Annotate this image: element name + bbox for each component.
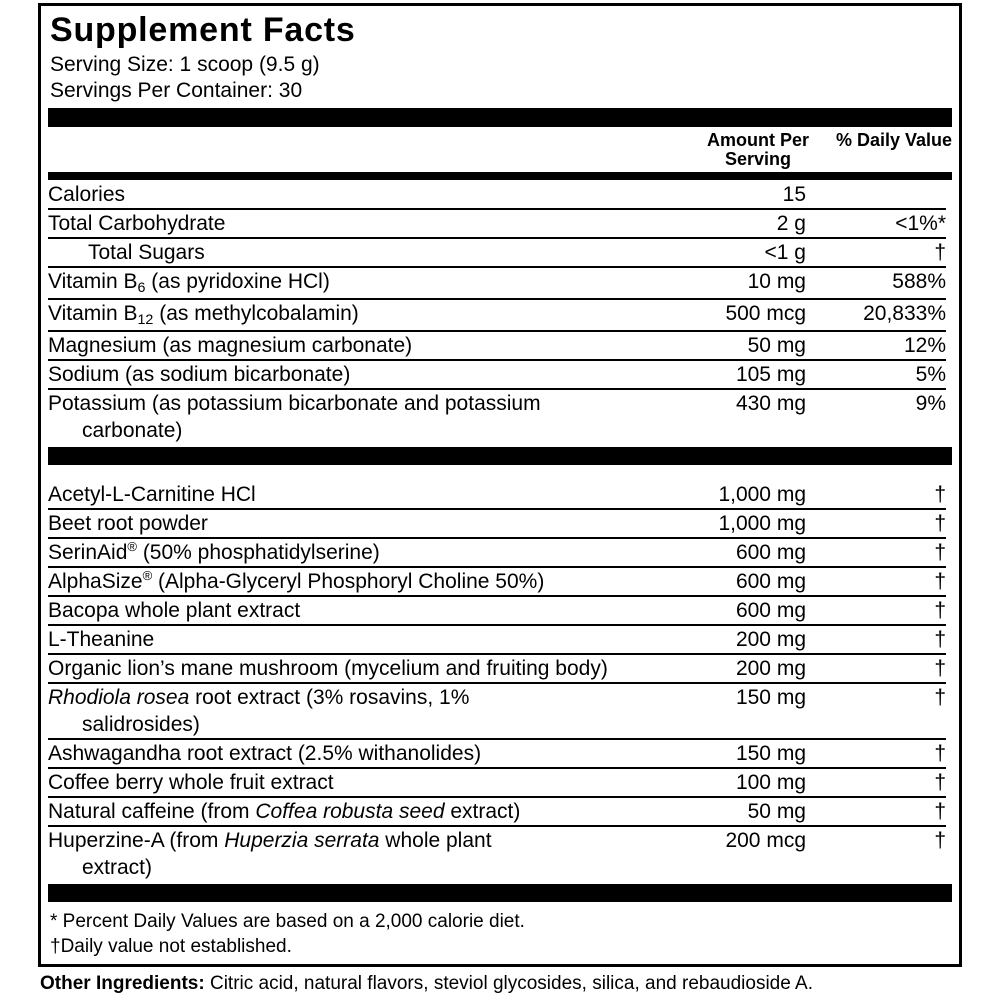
table-row: AlphaSize® (Alpha-Glyceryl Phosphoryl Ch… — [48, 568, 946, 597]
table-row: Vitamin B6 (as pyridoxine HCl) 10 mg 588% — [48, 268, 946, 300]
column-headers: Amount Per Serving % Daily Value — [48, 129, 952, 172]
other-ingredients-text: Citric acid, natural flavors, steviol gl… — [204, 973, 813, 994]
ingredient-name: L-Theanine — [48, 628, 155, 651]
footnote-daily-value: * Percent Daily Values are based on a 2,… — [50, 911, 525, 932]
ingredient-daily-value: † — [934, 599, 946, 622]
table-row: SerinAid® (50% phosphatidylserine) 600 mg… — [48, 539, 946, 568]
ingredient-daily-value: 12% — [903, 334, 946, 357]
ingredient-daily-value: † — [934, 541, 946, 564]
ingredient-amount: <1 g — [764, 241, 806, 264]
footnote-dagger: †Daily value not established. — [50, 936, 292, 957]
table-row: Calories 15 — [48, 181, 946, 210]
ingredient-amount: 1,000 mg — [718, 512, 806, 535]
ingredient-amount: 600 mg — [735, 541, 806, 564]
panel-title: Supplement Facts — [50, 11, 356, 49]
section-divider-bar-bottom — [48, 884, 952, 902]
ingredient-name: Potassium (as potassium bicarbonate and … — [48, 392, 541, 442]
ingredient-amount: 600 mg — [735, 570, 806, 593]
other-ingredients-label: Other Ingredients: — [40, 973, 205, 994]
ingredient-name: Magnesium (as magnesium carbonate) — [48, 334, 413, 357]
nutrients-table: Calories 15 Total Carbohydrate 2 g <1%* Total… — [48, 181, 946, 444]
ingredient-name: Ashwagandha root extract (2.5% withanoli… — [48, 742, 482, 765]
ingredient-name: Sodium (as sodium bicarbonate) — [48, 363, 351, 386]
ingredient-amount: 150 mg — [735, 686, 806, 709]
ingredient-amount: 50 mg — [747, 800, 806, 823]
ingredient-daily-value: † — [934, 628, 946, 651]
table-row: Potassium (as potassium bicarbonate and … — [48, 390, 946, 444]
ingredient-name: Bacopa whole plant extract — [48, 599, 301, 622]
header-divider-bar — [48, 172, 952, 180]
other-ingredients: Other Ingredients: Citric acid, natural … — [40, 972, 970, 996]
ingredient-amount: 430 mg — [735, 392, 806, 415]
ingredient-name: Huperzine-A (from Huperzia serrata whole… — [48, 829, 492, 879]
ingredient-amount: 50 mg — [747, 334, 806, 357]
ingredient-daily-value: † — [934, 771, 946, 794]
ingredient-name: AlphaSize® (Alpha-Glyceryl Phosphoryl Ch… — [48, 568, 545, 593]
daily-value-header: % Daily Value — [835, 130, 952, 150]
ingredient-amount: 600 mg — [735, 599, 806, 622]
ingredient-amount: 1,000 mg — [718, 483, 806, 506]
table-row: Magnesium (as magnesium carbonate) 50 mg 1… — [48, 332, 946, 361]
ingredient-name: Vitamin B12 (as methylcobalamin) — [48, 302, 359, 328]
supplement-facts-panel: Supplement Facts Serving Size: 1 scoop (… — [38, 3, 962, 967]
table-row: Natural caffeine (from Coffea robusta se… — [48, 798, 946, 827]
ingredient-name: Total Carbohydrate — [48, 212, 226, 235]
ingredient-daily-value: † — [934, 570, 946, 593]
table-row: Total Carbohydrate 2 g <1%* — [48, 210, 946, 239]
ingredient-daily-value: † — [934, 241, 946, 264]
serving-size: Serving Size: 1 scoop (9.5 g) — [50, 53, 320, 76]
ingredient-name: Natural caffeine (from Coffea robusta se… — [48, 800, 521, 823]
ingredient-amount: 500 mcg — [725, 302, 806, 325]
ingredient-name: Organic lion’s mane mushroom (mycelium a… — [48, 657, 608, 680]
ingredient-name: Acetyl-L-Carnitine HCl — [48, 483, 256, 506]
table-row: Organic lion’s mane mushroom (mycelium a… — [48, 655, 946, 684]
ingredient-daily-value: 588% — [892, 270, 946, 293]
ingredient-daily-value: 20,833% — [863, 302, 946, 325]
ingredient-daily-value: † — [934, 742, 946, 765]
ingredient-daily-value: † — [934, 686, 946, 709]
table-row: Sodium (as sodium bicarbonate) 105 mg 5% — [48, 361, 946, 390]
ingredient-daily-value: † — [934, 829, 946, 852]
table-row: Bacopa whole plant extract 600 mg † — [48, 597, 946, 626]
ingredient-name: Calories — [48, 183, 126, 206]
ingredient-amount: 200 mg — [735, 628, 806, 651]
ingredient-amount: 15 — [782, 183, 806, 206]
ingredient-amount: 105 mg — [735, 363, 806, 386]
table-row: Total Sugars <1 g † — [48, 239, 946, 268]
ingredient-amount: 200 mcg — [725, 829, 806, 852]
amount-per-serving-header: Amount Per Serving — [706, 130, 809, 169]
ingredient-amount: 100 mg — [735, 771, 806, 794]
ingredient-name: Total Sugars — [88, 241, 205, 264]
ingredient-amount: 10 mg — [747, 270, 806, 293]
table-row: Ashwagandha root extract (2.5% withanoli… — [48, 740, 946, 769]
section-divider-bar-top — [48, 108, 952, 127]
ingredient-name: Coffee berry whole fruit extract — [48, 771, 334, 794]
ingredient-name: SerinAid® (50% phosphatidylserine) — [48, 539, 380, 564]
ingredient-daily-value: <1%* — [895, 212, 946, 235]
ingredient-amount: 200 mg — [735, 657, 806, 680]
table-row: Beet root powder 1,000 mg † — [48, 510, 946, 539]
ingredient-daily-value: † — [934, 657, 946, 680]
table-row: Vitamin B12 (as methylcobalamin) 500 mcg 2… — [48, 300, 946, 332]
table-row: L-Theanine 200 mg † — [48, 626, 946, 655]
ingredient-daily-value: 9% — [915, 392, 946, 415]
section-divider-bar-middle — [48, 447, 952, 465]
ingredient-name: Beet root powder — [48, 512, 208, 535]
footnotes: * Percent Daily Values are based on a 2,… — [48, 905, 952, 964]
ingredient-daily-value: † — [934, 483, 946, 506]
ingredient-name: Vitamin B6 (as pyridoxine HCl) — [48, 270, 330, 296]
actives-table: Acetyl-L-Carnitine HCl 1,000 mg † Beet root… — [48, 468, 946, 881]
table-row: Rhodiola rosea root extract (3% rosavins… — [48, 684, 946, 740]
ingredient-amount: 150 mg — [735, 742, 806, 765]
ingredient-daily-value: 5% — [915, 363, 946, 386]
servings-per-container: Servings Per Container: 30 — [50, 79, 303, 102]
ingredient-amount: 2 g — [776, 212, 806, 235]
ingredient-daily-value: † — [934, 512, 946, 535]
table-row: Coffee berry whole fruit extract 100 mg † — [48, 769, 946, 798]
table-row: Huperzine-A (from Huperzia serrata whole… — [48, 827, 946, 881]
table-row: Acetyl-L-Carnitine HCl 1,000 mg † — [48, 468, 946, 510]
ingredient-daily-value: † — [934, 800, 946, 823]
ingredient-name: Rhodiola rosea root extract (3% rosavins… — [48, 686, 470, 736]
